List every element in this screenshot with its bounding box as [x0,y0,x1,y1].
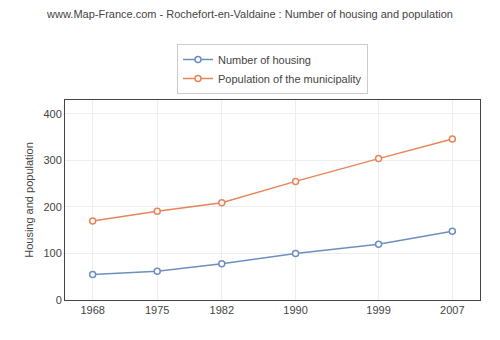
svg-text:1968: 1968 [80,304,104,316]
svg-text:Population of the municipality: Population of the municipality [218,73,362,85]
svg-text:www.Map-France.com - Rochefort: www.Map-France.com - Rochefort-en-Valdai… [46,8,453,20]
svg-text:1999: 1999 [366,304,390,316]
svg-text:300: 300 [43,154,61,166]
svg-text:Number of housing: Number of housing [218,54,311,66]
svg-text:1982: 1982 [210,304,234,316]
svg-text:200: 200 [43,201,61,213]
svg-text:1975: 1975 [145,304,169,316]
svg-text:400: 400 [43,108,61,120]
svg-text:1990: 1990 [283,304,307,316]
svg-text:2007: 2007 [440,304,464,316]
svg-text:Housing and population: Housing and population [23,142,35,258]
svg-text:0: 0 [56,294,62,306]
svg-text:100: 100 [43,247,61,259]
